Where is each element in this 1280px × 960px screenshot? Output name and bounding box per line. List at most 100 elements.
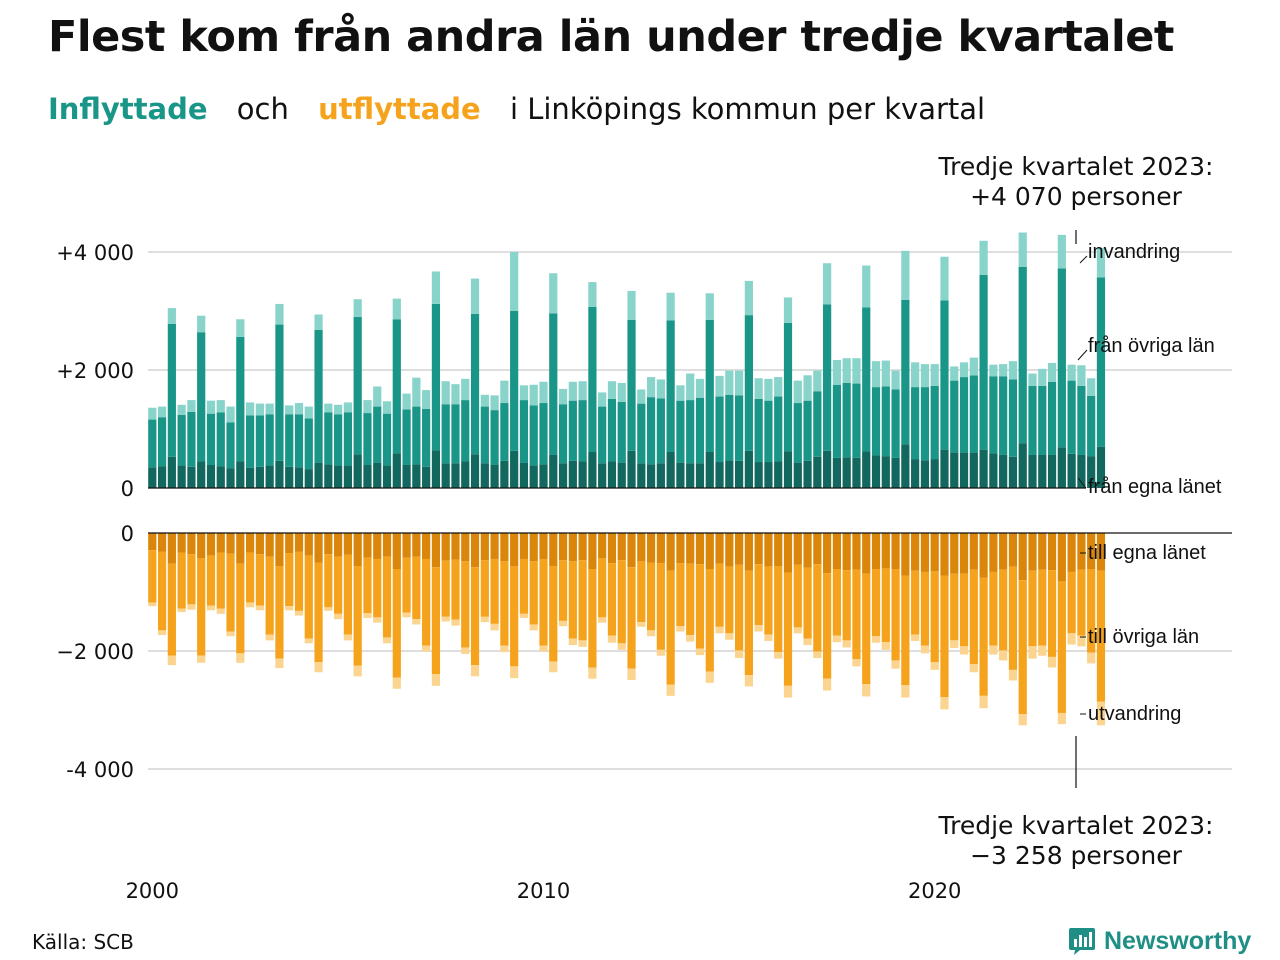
bar-in-own — [1077, 454, 1086, 488]
bar-in-own — [294, 467, 304, 488]
bar-out-emig — [617, 643, 626, 650]
bar-in-immig — [529, 384, 538, 406]
bar-in-other — [470, 313, 480, 455]
bar-in-other — [588, 306, 597, 453]
bar-out-own — [382, 533, 392, 557]
bar-out-other — [598, 558, 607, 618]
bar-out-emig — [529, 624, 538, 631]
bar-in-other — [950, 380, 959, 453]
bar-in-own — [177, 465, 186, 488]
bar-out-own — [246, 533, 255, 553]
bar-in-own — [656, 463, 665, 488]
bar-in-other — [607, 398, 617, 462]
bar-in-other — [510, 311, 519, 451]
bar-out-own — [705, 533, 714, 569]
bar-in-own — [402, 464, 411, 488]
bar-out-other — [255, 554, 264, 606]
bar-out-emig — [764, 634, 773, 641]
bar-in-own — [353, 454, 362, 488]
bar-out-other — [539, 558, 548, 646]
bar-in-own — [382, 465, 392, 488]
bar-in-other — [480, 406, 489, 464]
bar-in-immig — [334, 404, 343, 415]
bar-out-emig — [950, 640, 959, 649]
bar-out-own — [1028, 533, 1037, 571]
bar-in-other — [1047, 381, 1057, 455]
bar-chart-icon — [1069, 928, 1095, 955]
bar-out-other — [373, 558, 382, 618]
bar-out-emig — [392, 677, 401, 689]
bar-in-other — [617, 401, 626, 463]
newsworthy-logo[interactable]: Newsworthy — [1068, 924, 1251, 958]
bar-out-emig — [187, 604, 196, 610]
bar-in-own — [852, 457, 861, 488]
bar-in-immig — [598, 392, 607, 407]
bar-in-other — [598, 406, 607, 464]
bar-out-other — [353, 566, 362, 666]
bar-in-own — [627, 450, 636, 488]
bar-in-immig — [754, 378, 763, 399]
bar-out-emig — [969, 663, 978, 673]
x-tick-label: 2020 — [908, 879, 961, 903]
bar-in-own — [510, 450, 519, 488]
bar-out-emig — [754, 625, 763, 632]
bar-out-other — [852, 569, 861, 660]
bar-out-other — [979, 577, 988, 696]
bar-in-own — [744, 450, 753, 488]
bar-out-other — [1067, 571, 1076, 634]
bar-in-immig — [167, 308, 176, 324]
bar-in-immig — [343, 402, 352, 413]
bar-out-emig — [402, 612, 411, 618]
bar-in-other — [226, 422, 235, 469]
bar-out-other — [549, 566, 558, 662]
bar-out-emig — [206, 605, 216, 611]
bar-out-own — [656, 533, 665, 564]
bar-out-own — [304, 533, 313, 556]
bar-in-own — [911, 459, 920, 488]
bar-in-other — [422, 408, 431, 467]
bar-out-emig — [255, 605, 264, 611]
bar-out-emig — [519, 613, 529, 618]
bar-out-other — [1038, 569, 1047, 646]
bar-out-other — [558, 560, 568, 621]
bar-in-other — [783, 322, 793, 452]
bar-in-immig — [646, 377, 656, 398]
bar-in-immig — [519, 385, 529, 401]
bar-out-other — [607, 563, 617, 636]
bar-out-other — [304, 555, 313, 639]
bar-in-own — [255, 466, 264, 488]
bar-in-immig — [842, 358, 851, 383]
bar-out-other — [441, 560, 450, 617]
bar-out-own — [871, 533, 881, 569]
bar-in-other — [744, 315, 753, 451]
bar-out-other — [334, 556, 343, 614]
bar-in-own — [813, 456, 822, 488]
bar-in-immig — [470, 278, 480, 314]
bar-out-emig — [1067, 633, 1076, 645]
bar-out-emig — [324, 607, 333, 611]
bar-out-emig — [686, 635, 695, 642]
bar-in-other — [881, 386, 890, 457]
bar-out-emig — [314, 662, 323, 673]
bar-out-other — [940, 575, 949, 698]
bar-in-immig — [725, 370, 734, 395]
bar-out-emig — [353, 665, 362, 677]
pointer-fran-egna-lanet — [1077, 477, 1087, 489]
bar-out-other — [754, 564, 763, 626]
bar-out-other — [793, 564, 802, 628]
label-till-ovriga-lan: till övriga län — [1088, 626, 1199, 648]
bar-in-own — [304, 469, 313, 488]
label-invandring: invandring — [1088, 241, 1180, 263]
bar-out-own — [402, 533, 411, 558]
bar-in-other — [959, 377, 969, 453]
bar-out-other — [480, 560, 489, 617]
bar-in-immig — [226, 406, 235, 423]
label-till-egna-lanet: till egna länet — [1088, 542, 1206, 564]
bar-in-other — [392, 319, 401, 454]
bar-in-immig — [382, 401, 392, 414]
bar-out-emig — [148, 602, 157, 607]
bar-out-own — [1008, 533, 1018, 567]
bar-out-own — [549, 533, 558, 567]
bar-out-other — [187, 554, 196, 605]
